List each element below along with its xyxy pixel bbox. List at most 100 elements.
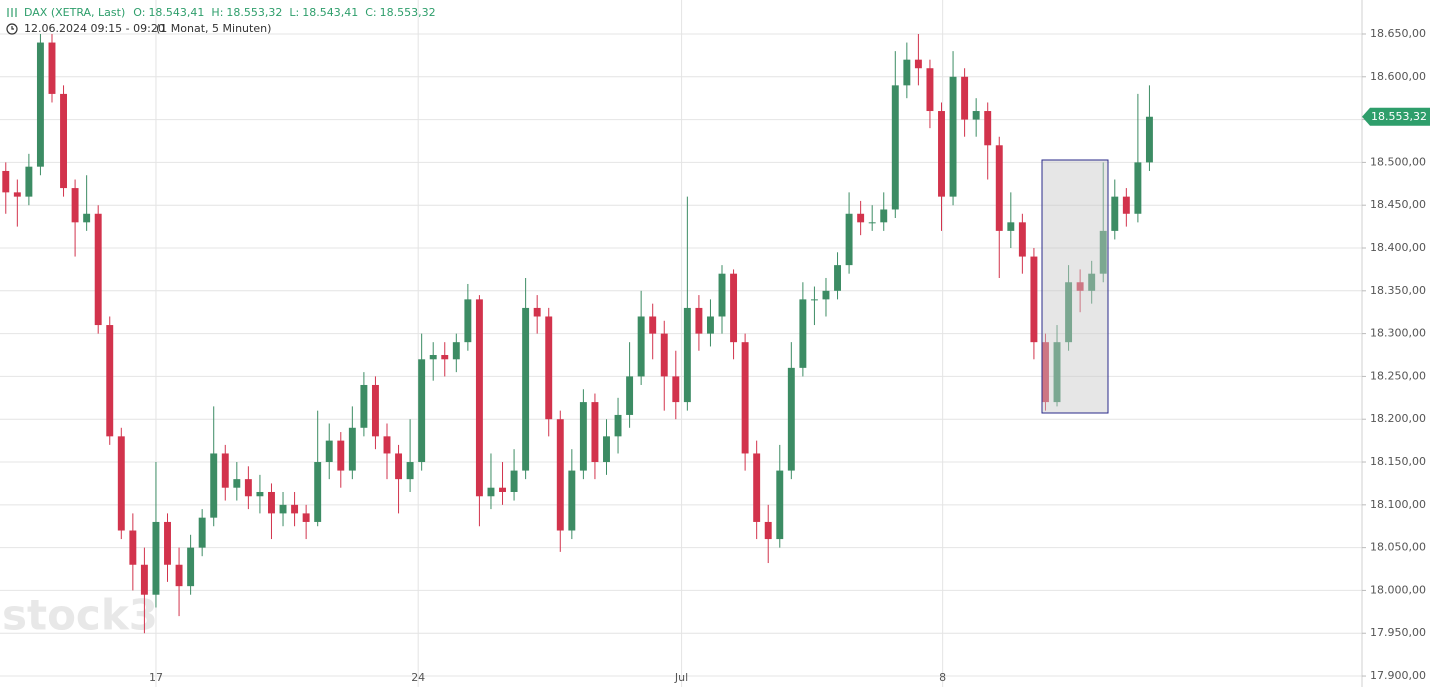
candle-body: [891, 85, 899, 210]
candle-body: [279, 504, 287, 514]
candle-body: [545, 316, 553, 420]
candle-body: [152, 521, 160, 595]
y-tick-label: 18.350,00: [1370, 284, 1426, 297]
candle-body: [741, 342, 749, 454]
candle-body: [845, 213, 853, 266]
header-label: C:: [365, 6, 376, 19]
clock-icon: [6, 23, 18, 35]
grid: [0, 0, 1362, 687]
y-tick-label: 17.950,00: [1370, 626, 1426, 639]
candle-body: [48, 42, 56, 94]
candle-body: [787, 367, 795, 471]
candle-body: [556, 419, 564, 531]
candle-body: [464, 299, 472, 343]
header-value: 18.543,41: [302, 6, 358, 19]
candle-body: [695, 307, 703, 334]
y-tick-label: 18.400,00: [1370, 241, 1426, 254]
candle-body: [221, 453, 229, 488]
candle-body: [1018, 222, 1026, 257]
candle-body: [140, 564, 148, 595]
candle-body: [603, 436, 610, 463]
candle-body: [429, 355, 437, 360]
y-tick-label: 18.300,00: [1370, 327, 1426, 340]
candle-body: [868, 222, 876, 224]
candle-body: [660, 333, 668, 377]
candle-body: [314, 462, 322, 522]
candle-body: [637, 316, 645, 377]
candle-body: [348, 427, 356, 471]
candle-body: [71, 188, 79, 223]
candle-body: [753, 453, 761, 522]
candle-body: [1053, 342, 1061, 403]
candle-body: [1065, 282, 1073, 343]
candle-body: [106, 325, 114, 437]
candle-body: [880, 209, 888, 223]
candle-body: [776, 470, 784, 540]
y-tick-label: 18.500,00: [1370, 155, 1426, 168]
header-value: 18.553,32: [226, 6, 282, 19]
candle-body: [395, 453, 403, 480]
candle-body: [291, 504, 299, 514]
x-tick-label: 24: [411, 671, 425, 684]
header: DAX (XETRA, Last) 12.06.2024 09:15 - 09:…: [6, 6, 271, 35]
candle-body: [626, 376, 634, 415]
y-tick-label: 18.050,00: [1370, 541, 1426, 554]
candle-body: [903, 59, 911, 86]
y-tick-label: 18.450,00: [1370, 198, 1426, 211]
candle-body: [175, 564, 183, 587]
candle-body: [591, 402, 599, 463]
y-tick-label: 18.100,00: [1370, 498, 1426, 511]
candle-body: [834, 265, 841, 291]
candle-body: [83, 213, 91, 223]
candle-body: [857, 213, 865, 223]
candle-body: [522, 307, 530, 471]
candle-body: [533, 307, 541, 317]
candle-body: [764, 521, 772, 540]
header-value: 18.543,41: [148, 6, 204, 19]
candle-body: [810, 299, 818, 301]
candle-body: [256, 491, 264, 497]
candle-body: [1111, 196, 1119, 231]
candle-body: [914, 59, 922, 69]
header-label: H:: [211, 6, 223, 19]
candle-body: [418, 359, 426, 463]
candle-body: [961, 76, 969, 120]
candle-body: [441, 355, 449, 360]
header-icon: [7, 8, 17, 17]
candle-body: [13, 192, 21, 197]
candle-body: [1122, 196, 1130, 214]
candle-body: [94, 213, 102, 326]
instrument-name: DAX (XETRA, Last): [24, 6, 125, 19]
candle-body: [672, 376, 680, 403]
candle-body: [244, 479, 252, 497]
time-range: 12.06.2024 09:15 - 09:20: [24, 22, 165, 35]
candle-body: [799, 299, 807, 368]
candle-body: [210, 453, 218, 518]
candle-body: [822, 290, 830, 300]
candle-body: [371, 384, 379, 437]
candle-body: [25, 166, 33, 197]
candle-body: [198, 517, 206, 548]
candle-body: [1007, 222, 1015, 231]
candle-body: [683, 307, 691, 403]
candle-body: [36, 42, 44, 167]
y-tick-label: 18.250,00: [1370, 369, 1426, 382]
rectangle-drawing[interactable]: [1041, 159, 1109, 414]
y-tick-label: 18.000,00: [1370, 583, 1426, 596]
candle-body: [233, 479, 241, 488]
candle-body: [718, 273, 726, 317]
candle-body: [406, 462, 414, 480]
candle-body: [475, 299, 483, 497]
candle-body: [1134, 162, 1142, 214]
header-label: O:: [133, 6, 145, 19]
last-price-tag: [1362, 107, 1430, 126]
candle-body: [949, 76, 957, 197]
candle-body: [510, 470, 518, 492]
candle-body: [938, 111, 945, 197]
candle-body: [1099, 230, 1107, 274]
candle-body: [187, 547, 195, 587]
x-tick-label: Jul: [674, 671, 688, 684]
candle-body: [60, 93, 68, 189]
candle-body: [579, 402, 587, 471]
